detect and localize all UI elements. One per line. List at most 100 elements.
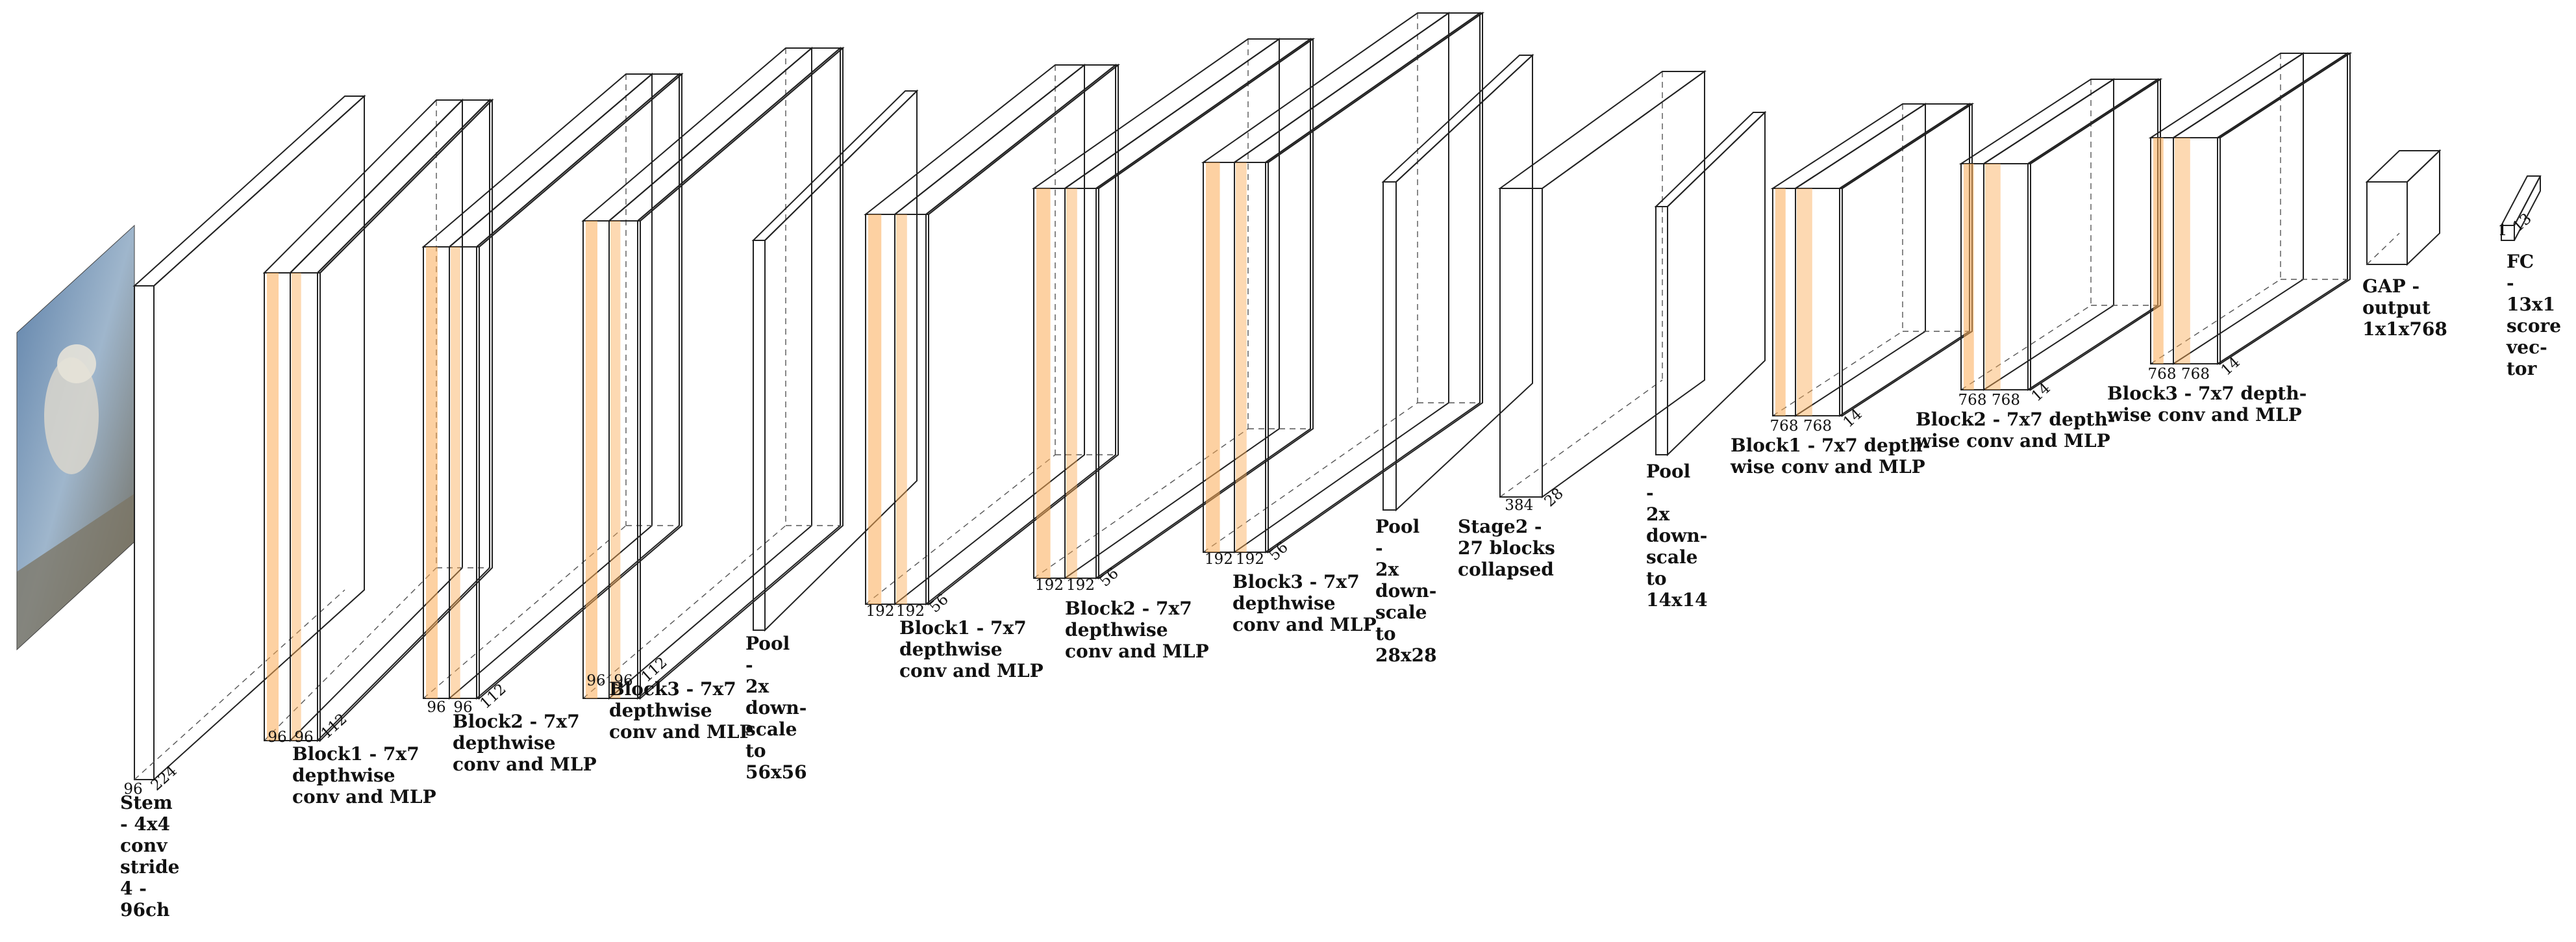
s4b2-band-a	[1964, 164, 1974, 390]
s2b1-c-front-face	[925, 214, 929, 605]
layer-caption-line: to	[1375, 623, 1396, 644]
dim-label: 112	[477, 681, 510, 713]
s4b1-band-a	[1775, 188, 1786, 416]
layer-caption-line: GAP -	[2362, 275, 2420, 297]
fc-front-face	[2501, 225, 2515, 241]
s2b3-a-side-face	[1234, 12, 1449, 554]
dim-label: 192	[896, 603, 925, 620]
layer-caption-line: Block2 - 7x7	[1065, 598, 1192, 619]
stage3-slab	[1497, 70, 1707, 498]
s4b2-band-b	[1985, 164, 2001, 390]
layer-gap	[2365, 149, 2442, 266]
stem-slab	[132, 94, 366, 782]
s1b1-band-a	[267, 273, 279, 741]
s4b1-c-side-face	[1842, 103, 1973, 417]
s4b1-b-side-face	[1839, 103, 1970, 417]
gap-top-face	[2365, 150, 2442, 183]
s1b2-c-slab	[475, 72, 684, 700]
layer-s2b2	[1031, 38, 1316, 579]
dim-label: 224	[148, 763, 181, 795]
s1b3-c-slab	[636, 46, 845, 700]
layer-caption-line: down-	[1375, 580, 1436, 602]
s4b2-c-front-face	[2027, 163, 2031, 390]
dim-label: 96	[614, 672, 632, 689]
pool2-front-face	[1382, 181, 1397, 511]
layer-caption-line: 1x1x768	[2362, 318, 2447, 340]
layer-caption-line: 2x	[745, 676, 769, 697]
pool2-side-face	[1395, 53, 1533, 512]
s4b1-hidden-edge-a	[1772, 331, 1903, 416]
s4b3-a-side-face	[2173, 52, 2304, 365]
s2b3-band-a	[1206, 162, 1220, 552]
layer-caption-line: down-	[1646, 525, 1707, 546]
s4b2-b-side-face	[2027, 78, 2158, 391]
pool1-top-face	[751, 90, 919, 241]
s2b1-a-side-face	[894, 63, 1085, 606]
layer-caption-line: 2x	[1375, 559, 1399, 580]
dim-label: 192	[866, 603, 895, 620]
layer-pool2	[1381, 53, 1534, 512]
s1b3-band-a	[586, 221, 597, 698]
s4b1-c-slab	[1837, 103, 1975, 417]
dog-photo-icon-head	[57, 344, 96, 383]
s4b3-hidden-edge-a	[2150, 279, 2281, 364]
stage3-side-face	[1542, 70, 1705, 498]
layer-caption-line: Pool	[1375, 516, 1419, 537]
dim-label: 96	[123, 781, 142, 798]
layer-caption-line: depthwise	[899, 639, 1003, 660]
layer-caption-line: Block2 - 7x7	[453, 711, 580, 732]
s2b2-c-slab	[1094, 38, 1316, 579]
layer-caption-line: conv and MLP	[1065, 641, 1209, 662]
pool1-front-face	[753, 240, 766, 631]
layer-caption-line: collapsed	[1458, 559, 1554, 580]
layer-caption-line: score	[2507, 315, 2561, 337]
s2b1-b-top-face	[893, 64, 1118, 215]
layer-caption-line: conv and MLP	[609, 721, 753, 743]
layer-caption-line: Stem	[120, 792, 173, 813]
layer-caption-line: depthwise	[1232, 592, 1336, 614]
layer-stem	[132, 94, 366, 782]
layer-s2b1	[864, 63, 1120, 606]
s1b3-b-side-face	[637, 46, 841, 700]
stem-hidden-edge	[134, 589, 345, 780]
s1b1-c-side-face	[319, 98, 493, 743]
layer-caption-line: 2x	[1646, 503, 1669, 525]
s4b3-band-b	[2175, 138, 2190, 364]
s4b2-c-side-face	[2030, 78, 2161, 391]
s4b1-b-slab	[1793, 103, 1972, 417]
dog-photo-icon-ground	[17, 494, 134, 650]
gap-side-face	[2407, 149, 2440, 266]
s4b3-c-side-face	[2220, 52, 2351, 365]
layer-caption-line: Block3 - 7x7	[609, 678, 736, 700]
s2b3-b-slab	[1232, 12, 1482, 554]
layer-caption-line: output	[2362, 297, 2431, 318]
stage3-front-face	[1499, 188, 1543, 498]
stem-front-face	[134, 285, 155, 780]
layer-caption-line: scale	[1375, 602, 1427, 623]
s4b2-a-side-face	[1983, 78, 2114, 391]
s1b3-b-slab	[607, 46, 842, 700]
layer-caption-line: depthwise	[609, 700, 712, 721]
s2b1-a-top-face	[864, 64, 1086, 215]
layer-caption-line: wise conv and MLP	[2107, 404, 2302, 426]
dim-label: 56	[1097, 565, 1122, 591]
layer-caption-line: wise conv and MLP	[1730, 456, 1925, 477]
stage3-top-face	[1497, 71, 1707, 189]
layer-caption-line: to	[1646, 568, 1667, 589]
s1b2-band-b	[451, 247, 460, 698]
dim-label: 96	[453, 699, 472, 716]
stem-top-face	[132, 95, 366, 286]
s2b3-b-top-face	[1232, 12, 1482, 163]
layer-caption-line: 13x1	[2507, 294, 2555, 315]
input-image	[16, 224, 135, 651]
dim-label: 56	[927, 591, 952, 617]
s1b1-b-side-face	[317, 98, 490, 743]
dim-label: 14	[2029, 380, 2054, 405]
layer-caption-line: to	[745, 740, 766, 761]
layer-fc	[2500, 175, 2542, 241]
s2b1-c-slab	[924, 63, 1120, 606]
s2b1-hidden-edge-a	[865, 454, 1056, 605]
s2b2-a-side-face	[1064, 38, 1280, 579]
dim-label: 768	[1803, 418, 1832, 435]
layer-caption-line: -	[745, 654, 753, 676]
